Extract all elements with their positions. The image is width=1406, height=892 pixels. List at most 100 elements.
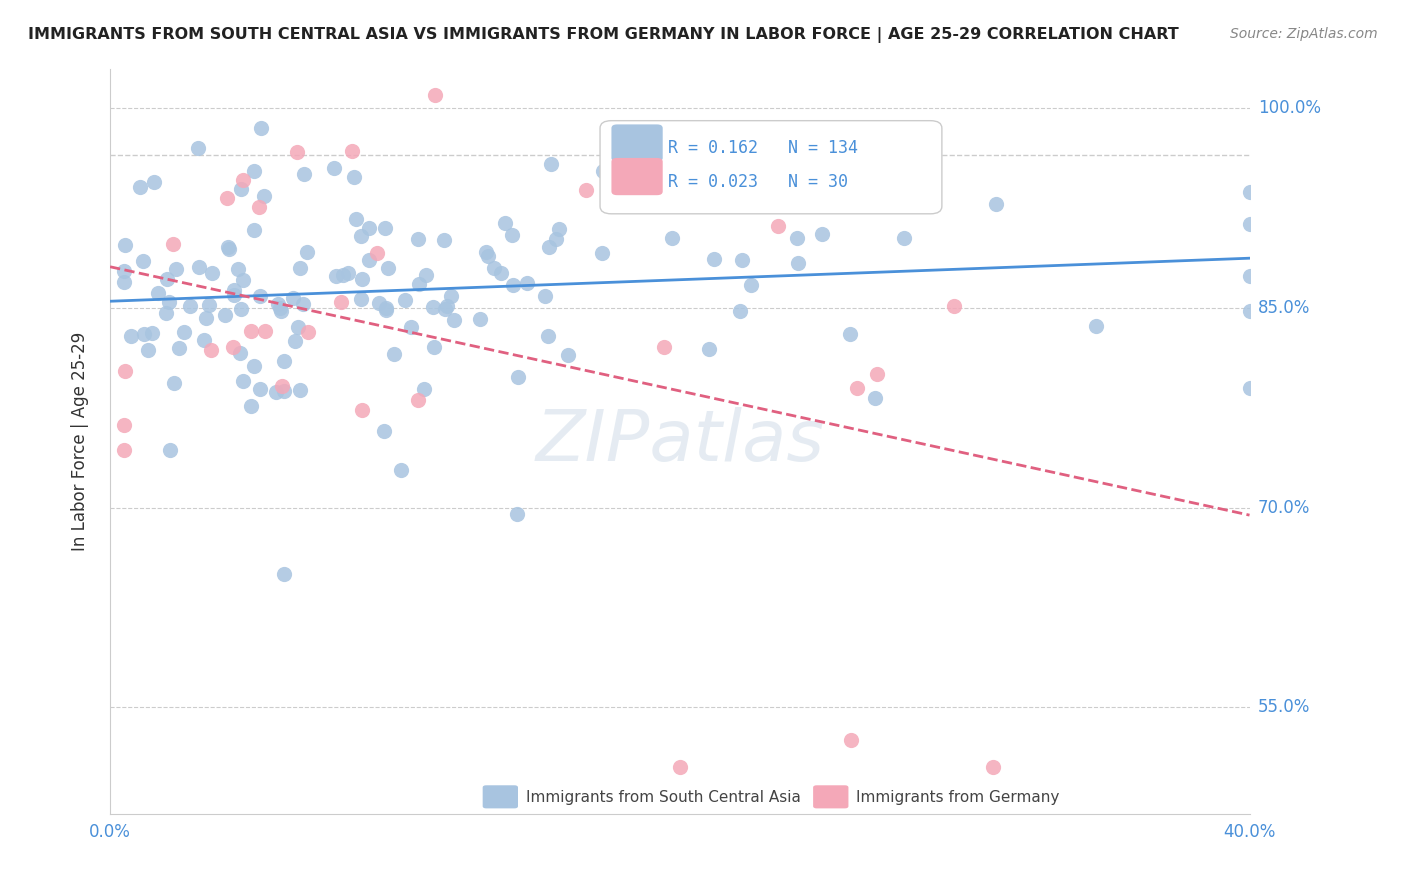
Point <box>406 232 429 246</box>
Point <box>146 286 169 301</box>
Text: Immigrants from Germany: Immigrants from Germany <box>856 789 1060 805</box>
Point <box>264 384 287 399</box>
Text: R = 0.023   N = 30: R = 0.023 N = 30 <box>668 173 848 191</box>
Point <box>252 189 274 203</box>
Point <box>368 296 391 310</box>
Point <box>661 231 683 245</box>
Point <box>866 367 889 381</box>
Point <box>247 200 270 214</box>
Point <box>291 297 314 311</box>
Text: 55.0%: 55.0% <box>1258 698 1310 716</box>
FancyBboxPatch shape <box>600 120 942 214</box>
Point <box>839 733 862 747</box>
Point <box>811 227 834 241</box>
FancyBboxPatch shape <box>813 785 848 808</box>
Point <box>240 400 263 414</box>
Point <box>132 253 155 268</box>
Point <box>221 340 243 354</box>
Point <box>231 302 253 317</box>
Point <box>297 244 319 259</box>
Point <box>232 173 254 187</box>
Point <box>401 319 423 334</box>
Point <box>482 260 505 275</box>
Point <box>167 341 190 355</box>
Point <box>423 340 446 354</box>
Point <box>1085 318 1108 333</box>
Point <box>533 289 555 303</box>
Point <box>786 231 808 245</box>
Point <box>1239 304 1261 318</box>
Point <box>330 294 353 309</box>
Point <box>242 222 264 236</box>
Point <box>270 304 292 318</box>
Point <box>267 297 290 311</box>
Text: IMMIGRANTS FROM SOUTH CENTRAL ASIA VS IMMIGRANTS FROM GERMANY IN LABOR FORCE | A: IMMIGRANTS FROM SOUTH CENTRAL ASIA VS IM… <box>28 27 1178 43</box>
Point <box>173 326 195 340</box>
Point <box>375 301 398 315</box>
Point <box>352 272 374 286</box>
Point <box>243 164 266 178</box>
Point <box>443 313 465 327</box>
Point <box>942 299 965 313</box>
Point <box>434 301 457 316</box>
Point <box>325 268 347 283</box>
Point <box>232 375 254 389</box>
Point <box>1239 186 1261 200</box>
Point <box>352 402 374 417</box>
Point <box>193 333 215 347</box>
Point <box>703 252 725 267</box>
Point <box>141 326 163 340</box>
Point <box>112 275 135 289</box>
Text: 85.0%: 85.0% <box>1258 299 1310 317</box>
Point <box>197 298 219 312</box>
Point <box>412 382 434 396</box>
Point <box>374 302 396 317</box>
Point <box>114 363 136 377</box>
Point <box>239 324 262 338</box>
Point <box>224 284 246 298</box>
Point <box>337 266 360 280</box>
Point <box>366 246 388 260</box>
Point <box>114 237 136 252</box>
Point <box>249 383 271 397</box>
Point <box>218 243 240 257</box>
Point <box>506 370 529 384</box>
Point <box>340 144 363 158</box>
Point <box>904 177 927 191</box>
Point <box>865 392 887 406</box>
Point <box>557 348 579 362</box>
Point <box>287 320 309 334</box>
Point <box>288 261 311 276</box>
Point <box>1239 381 1261 395</box>
Point <box>273 567 295 582</box>
FancyBboxPatch shape <box>612 124 662 161</box>
Point <box>112 417 135 432</box>
Text: ZIPatlas: ZIPatlas <box>536 407 824 475</box>
Point <box>422 300 444 314</box>
Point <box>349 228 371 243</box>
Point <box>120 329 142 343</box>
Point <box>163 376 186 391</box>
Point <box>201 266 224 280</box>
Point <box>200 343 222 358</box>
Point <box>249 289 271 303</box>
Point <box>273 353 295 368</box>
Point <box>1239 217 1261 231</box>
Point <box>377 261 399 276</box>
Point <box>194 310 217 325</box>
Point <box>984 197 1007 211</box>
Point <box>406 393 429 408</box>
Point <box>350 292 373 306</box>
Point <box>217 240 239 254</box>
Point <box>839 326 862 341</box>
Point <box>112 264 135 278</box>
Point <box>134 327 156 342</box>
Point <box>359 221 381 235</box>
Point <box>408 277 430 291</box>
Point <box>128 180 150 194</box>
Point <box>654 341 676 355</box>
Point <box>425 88 447 103</box>
Point <box>436 299 458 313</box>
Point <box>138 343 160 357</box>
Point <box>271 378 294 392</box>
